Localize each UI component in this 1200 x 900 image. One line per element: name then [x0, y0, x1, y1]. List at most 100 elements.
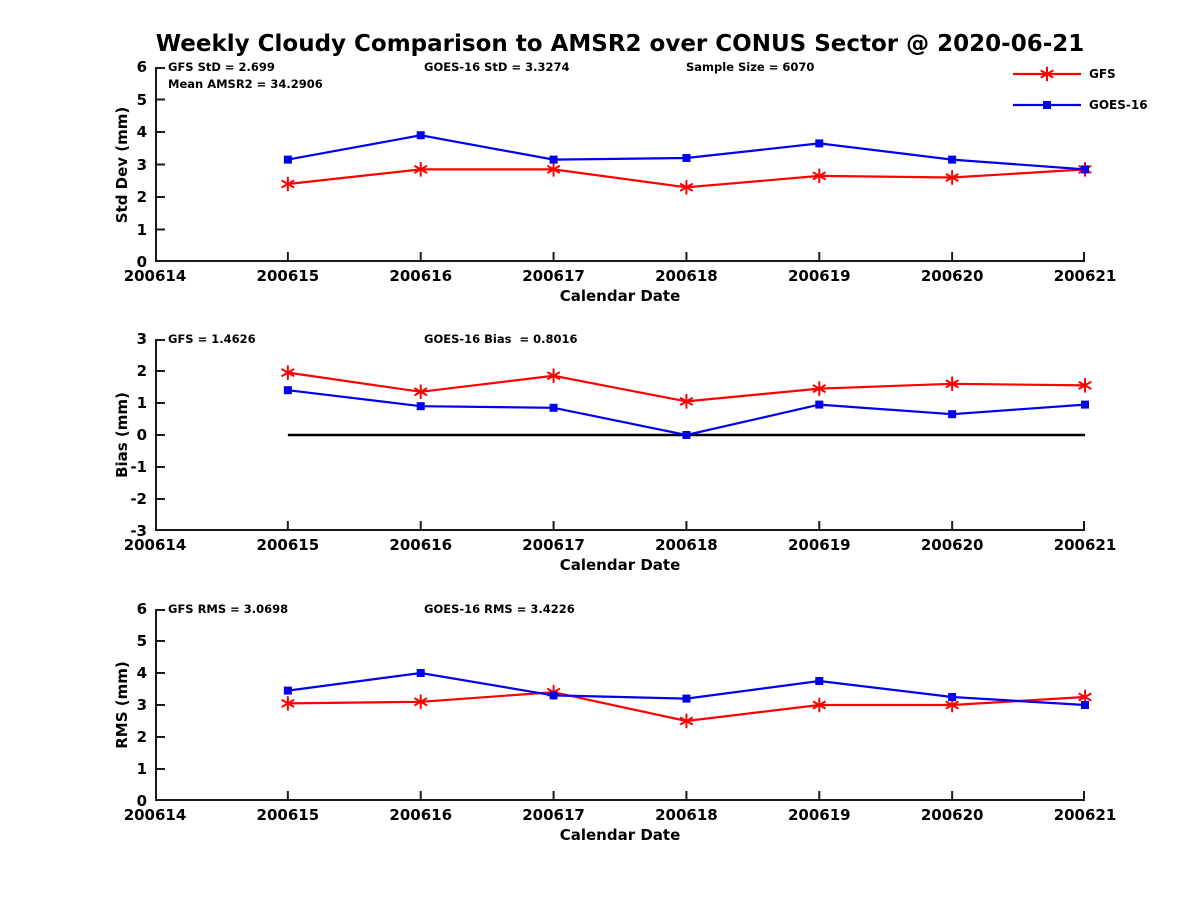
asterisk-marker — [945, 170, 959, 185]
x-tick-label: 200621 — [1053, 267, 1117, 285]
x-tick-label: 200621 — [1053, 806, 1117, 824]
plot-area — [155, 339, 1092, 531]
asterisk-marker — [812, 697, 826, 713]
asterisk-marker — [812, 381, 826, 397]
y-tick-label: 1 — [136, 394, 147, 412]
square-marker — [283, 155, 292, 164]
x-axis-title: Calendar Date — [559, 556, 681, 574]
legend: GFS GOES-16 — [1012, 66, 1192, 126]
y-tick-label: 5 — [136, 90, 147, 109]
asterisk-marker — [414, 694, 428, 710]
x-tick-label: 200618 — [655, 536, 718, 554]
square-marker — [682, 431, 691, 439]
x-tick-label: 200620 — [920, 267, 984, 285]
y-tick-label: 0 — [136, 253, 147, 271]
square-marker — [682, 694, 691, 703]
square-marker — [1081, 400, 1089, 409]
x-tick-label: 200617 — [522, 806, 585, 824]
square-marker — [815, 139, 824, 148]
asterisk-marker — [546, 368, 561, 384]
square-marker — [549, 155, 558, 164]
x-tick-label: 200614 — [123, 267, 187, 285]
series-line-gfs — [287, 168, 1086, 189]
y-tick-label: 1 — [136, 760, 147, 778]
series-line-gfs — [287, 371, 1086, 403]
y-tick-label: 3 — [136, 696, 147, 714]
y-axis-title: RMS (mm) — [113, 661, 131, 749]
asterisk-marker — [945, 697, 959, 713]
square-marker — [682, 154, 691, 162]
square-marker — [948, 155, 957, 164]
y-tick-label: 3 — [136, 330, 147, 348]
y-tick-label: -1 — [130, 458, 147, 476]
y-tick-label: 2 — [136, 728, 147, 746]
plot-area — [155, 609, 1092, 801]
square-marker — [948, 410, 957, 419]
annotation-goes16-bias: GOES-16 Bias = 0.8016 — [424, 332, 578, 346]
x-tick-label: 200619 — [787, 267, 851, 285]
series-line-goes-16 — [287, 389, 1086, 437]
asterisk-marker — [945, 376, 959, 392]
square-marker — [416, 402, 425, 411]
y-tick-label: 0 — [136, 426, 147, 444]
x-tick-label: 200614 — [123, 806, 187, 824]
x-tick-label: 200616 — [389, 806, 453, 824]
asterisk-marker — [281, 695, 295, 711]
asterisk-marker — [1078, 161, 1092, 177]
y-tick-label: -2 — [130, 490, 147, 508]
y-tick-label: 4 — [136, 664, 147, 682]
x-tick-label: 200616 — [389, 267, 453, 285]
square-marker — [549, 403, 558, 412]
square-marker — [948, 693, 957, 701]
x-tick-label: 200620 — [920, 806, 984, 824]
square-marker — [1081, 701, 1089, 709]
asterisk-marker — [1078, 689, 1092, 705]
series-line-gfs — [287, 691, 1086, 723]
y-axis-title: Std Dev (mm) — [113, 106, 131, 223]
x-tick-label: 200616 — [389, 536, 453, 554]
asterisk-marker — [812, 168, 826, 184]
y-tick-label: 2 — [136, 362, 147, 380]
asterisk-marker — [281, 365, 295, 381]
x-tick-label: 200618 — [655, 267, 718, 285]
y-tick-label: 3 — [136, 155, 147, 174]
asterisk-marker — [679, 179, 694, 195]
annotation-goes16-rms: GOES-16 RMS = 3.4226 — [424, 602, 575, 616]
x-tick-label: 200617 — [522, 536, 585, 554]
x-axis-title: Calendar Date — [559, 287, 681, 305]
asterisk-marker — [414, 161, 428, 177]
y-tick-label: 1 — [136, 220, 147, 239]
x-tick-label: 200617 — [522, 267, 585, 285]
asterisk-marker — [1078, 377, 1092, 393]
legend-label-goes16: GOES-16 — [1089, 98, 1148, 112]
y-tick-label: 4 — [136, 123, 147, 141]
y-tick-label: -3 — [130, 522, 147, 540]
gfs-line-marker-icon — [1013, 66, 1081, 82]
x-tick-label: 200615 — [256, 806, 320, 824]
y-tick-label: 2 — [136, 188, 147, 206]
x-tick-label: 200619 — [787, 536, 851, 554]
annotation-gfs-rms: GFS RMS = 3.0698 — [168, 602, 289, 616]
x-axis-title: Calendar Date — [559, 826, 681, 844]
square-marker — [283, 686, 292, 695]
annotation-sample-size: Sample Size = 6070 — [686, 60, 815, 74]
annotation-gfs-bias: GFS = 1.4626 — [168, 332, 256, 346]
y-tick-label: 5 — [136, 632, 147, 650]
asterisk-marker — [1040, 66, 1054, 82]
square-marker — [815, 400, 824, 409]
y-tick-label: 6 — [136, 600, 147, 618]
asterisk-marker — [679, 393, 694, 409]
x-tick-label: 200618 — [655, 806, 718, 824]
annotation-mean-amsr2: Mean AMSR2 = 34.2906 — [168, 77, 323, 91]
y-axis-title: Bias (mm) — [113, 392, 131, 478]
legend-label-gfs: GFS — [1089, 67, 1116, 81]
square-marker — [283, 386, 292, 395]
x-tick-label: 200620 — [920, 536, 984, 554]
square-marker — [549, 691, 558, 700]
x-tick-label: 200621 — [1053, 536, 1117, 554]
legend-item-gfs: GFS — [1012, 66, 1116, 82]
series-line-goes-16 — [287, 671, 1086, 707]
